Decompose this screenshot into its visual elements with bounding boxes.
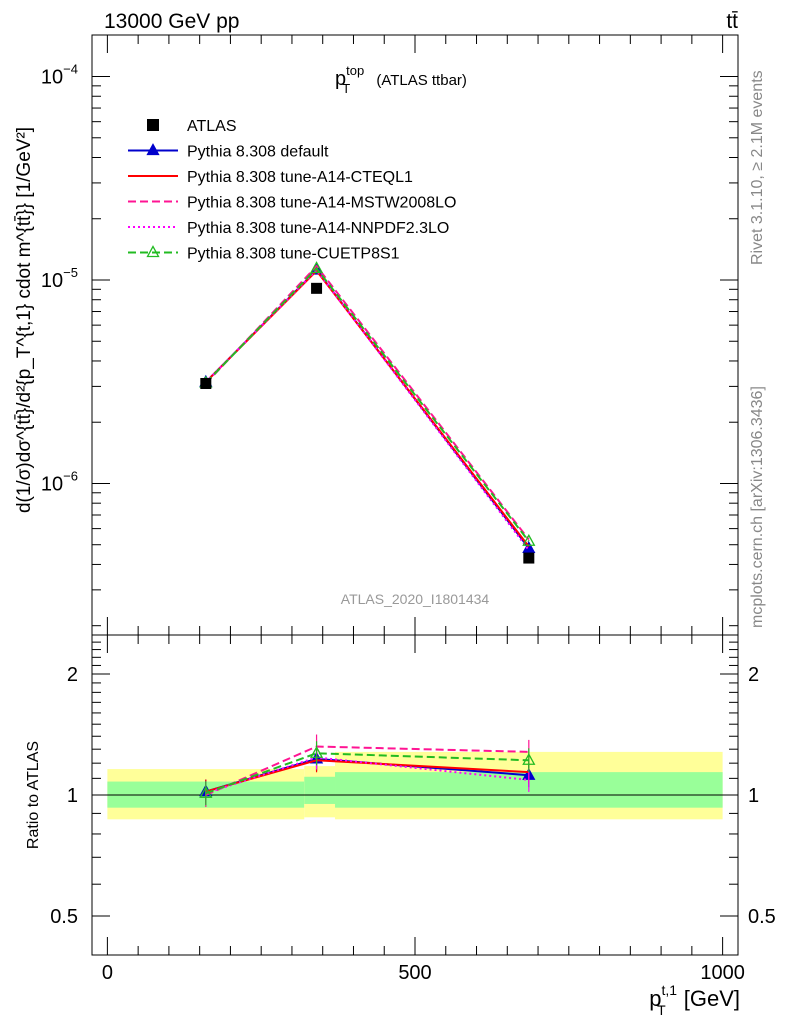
legend-marker bbox=[146, 245, 160, 258]
data-point bbox=[523, 552, 535, 564]
ratio-y-tick-label: 2 bbox=[67, 664, 78, 686]
main-panel: 10−4 10−5 10−6 ptop T (ATLAS ttbar) ATLAS Py… bbox=[14, 34, 739, 636]
ratio-y-tick-label-right: 1 bbox=[748, 785, 759, 807]
ratio-point bbox=[522, 752, 536, 765]
legend-item: Pythia 8.308 tune-A14-CTEQL1 bbox=[128, 169, 413, 186]
ratio-ylabel: Ratio to ATLAS bbox=[25, 741, 42, 849]
legend-marker bbox=[147, 119, 159, 131]
data-point bbox=[311, 282, 323, 294]
series-line-4 bbox=[205, 268, 530, 551]
legend-marker bbox=[146, 143, 160, 156]
ratio-y-tick-label-right: 0.5 bbox=[748, 906, 776, 928]
ratio-xlabel: pt,1 T [GeV] bbox=[649, 982, 740, 1018]
legend-item: Pythia 8.308 tune-CUETP8S1 bbox=[128, 245, 400, 263]
legend: ATLAS Pythia 8.308 default Pythia 8.308 tu… bbox=[128, 118, 456, 263]
ratio-line-4 bbox=[205, 752, 529, 795]
plot-title: ptop T (ATLAS ttbar) bbox=[335, 63, 467, 96]
ratio-point bbox=[309, 745, 324, 758]
legend-label: Pythia 8.308 tune-A14-MSTW2008LO bbox=[187, 195, 456, 212]
y-tick-label: 10−4 bbox=[41, 62, 78, 89]
legend-label: Pythia 8.308 tune-A14-CTEQL1 bbox=[187, 169, 413, 186]
mcplots-text: mcplots.cern.ch [arXiv:1306.3436] bbox=[749, 386, 766, 628]
header-right: tt̄ bbox=[726, 10, 738, 33]
main-frame bbox=[91, 34, 739, 636]
y-tick-label: 10−5 bbox=[41, 265, 78, 292]
ratio-point bbox=[199, 785, 213, 798]
legend-label: Pythia 8.308 tune-CUETP8S1 bbox=[187, 246, 400, 263]
x-tick-label: 1000 bbox=[700, 962, 745, 984]
data-point bbox=[200, 377, 212, 389]
legend-label: Pythia 8.308 tune-A14-NNPDF2.3LO bbox=[187, 220, 449, 237]
series-point bbox=[522, 533, 536, 546]
analysis-watermark: ATLAS_2020_I1801434 bbox=[341, 591, 490, 607]
ratio-panel: 0.5 0.5 1 1 2 2 0 500 1000 Ratio to ATLAS pt,1 T … bbox=[25, 634, 776, 1018]
legend-item: ATLAS bbox=[147, 118, 237, 135]
uncertainty-band-inner bbox=[304, 776, 336, 804]
y-tick-label: 10−6 bbox=[41, 468, 78, 495]
ratio-y-tick-label: 1 bbox=[67, 785, 78, 807]
series-line-5 bbox=[205, 266, 530, 542]
main-ylabel: d(1/σ)dσ^{tt̄}/d²{p_T^{t,1} cdot m^{tt̄}… bbox=[14, 127, 35, 513]
ratio-y-tick-label-right: 2 bbox=[748, 664, 759, 686]
ratio-y-tick-label: 0.5 bbox=[50, 906, 78, 928]
header-left: 13000 GeV pp bbox=[104, 10, 239, 33]
legend-label: ATLAS bbox=[187, 118, 237, 135]
x-tick-label: 500 bbox=[398, 962, 431, 984]
legend-item: Pythia 8.308 default bbox=[128, 143, 329, 161]
legend-item: Pythia 8.308 tune-A14-MSTW2008LO bbox=[128, 195, 456, 212]
series-point bbox=[309, 261, 324, 274]
x-tick-label: 0 bbox=[102, 962, 113, 984]
legend-item: Pythia 8.308 tune-A14-NNPDF2.3LO bbox=[128, 220, 449, 237]
rivet-version-text: Rivet 3.1.10, ≥ 2.1M events bbox=[749, 70, 766, 265]
legend-label: Pythia 8.308 default bbox=[187, 144, 329, 161]
